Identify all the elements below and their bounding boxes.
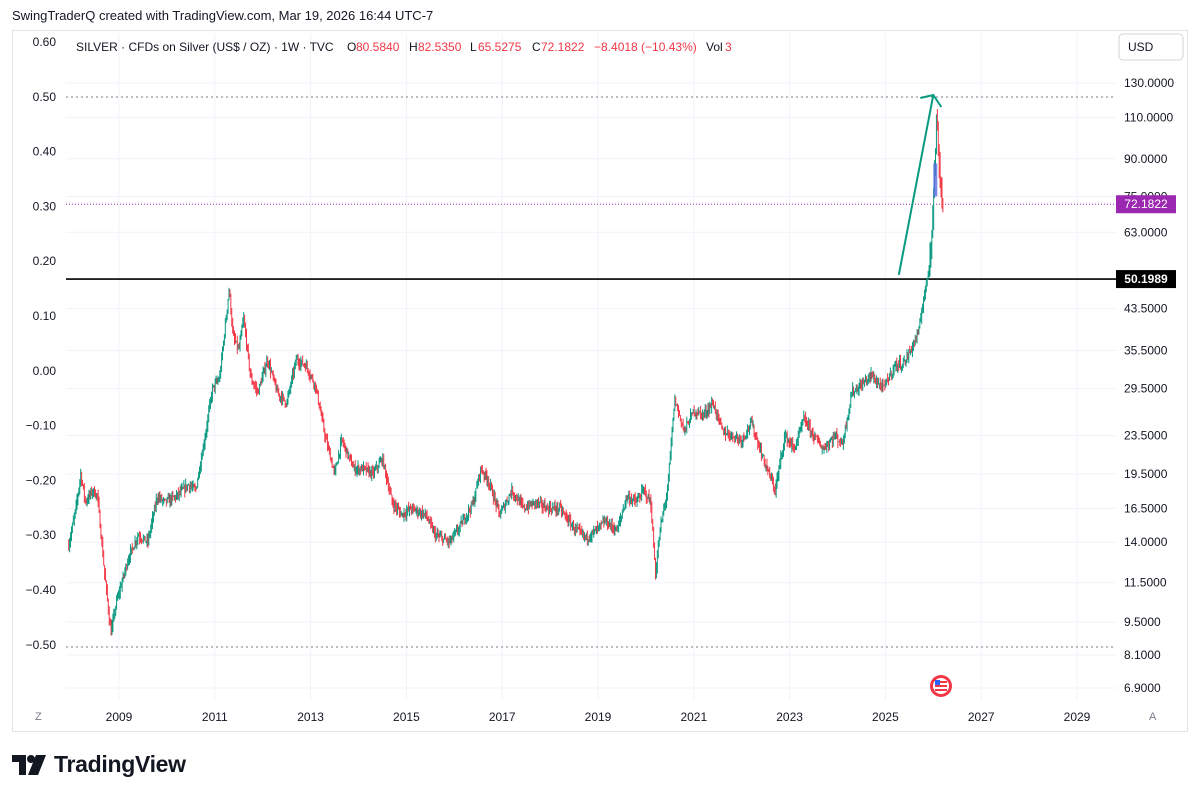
time-tick-label: 2023 — [776, 710, 803, 724]
svg-text:80.5840: 80.5840 — [356, 40, 400, 54]
tradingview-logo-icon — [12, 754, 46, 775]
svg-text:C: C — [532, 40, 541, 54]
left-tick-label: −0.10 — [26, 419, 57, 433]
time-tick-label: 2025 — [872, 710, 899, 724]
legend-symbol: SILVER · CFDs on Silver (US$ / OZ) · 1W … — [76, 40, 334, 54]
price-tick-label: 23.5000 — [1124, 428, 1168, 442]
svg-text:3: 3 — [725, 40, 732, 54]
grid-lines — [66, 34, 1116, 700]
time-tick-label: 2021 — [680, 710, 707, 724]
time-tick-label: 2019 — [585, 710, 612, 724]
left-tick-label: 0.40 — [33, 145, 57, 159]
left-tick-label: −0.50 — [26, 638, 57, 652]
left-tick-label: −0.40 — [26, 583, 57, 597]
auto-scale-button[interactable]: A — [1149, 711, 1157, 723]
trend-arrow-head[interactable] — [920, 93, 943, 108]
svg-text:O: O — [347, 40, 356, 54]
left-axis: 0.60 0.50 0.40 0.30 0.20 0.10 0.00 −0.10 −0.20 −0… — [26, 35, 57, 652]
level-price-tag — [1116, 270, 1176, 289]
left-tick-label: 0.60 — [33, 35, 57, 49]
svg-text:65.5275: 65.5275 — [478, 40, 522, 54]
time-tick-label: 2027 — [968, 710, 995, 724]
price-tick-label: 35.5000 — [1124, 343, 1168, 357]
currency-button[interactable] — [1118, 33, 1184, 61]
trend-arrow-line[interactable] — [897, 94, 935, 276]
left-tick-label: 0.30 — [33, 199, 57, 213]
current-price-tag-text: 72.1822 — [1124, 197, 1168, 211]
time-tick-label: 2015 — [393, 710, 420, 724]
left-tick-label: 0.10 — [33, 309, 57, 323]
price-tick-label: 6.9000 — [1124, 681, 1161, 695]
price-tick-label: 110.0000 — [1124, 110, 1173, 124]
left-tick-label: 0.20 — [33, 254, 57, 268]
current-price-tag — [1116, 195, 1176, 214]
price-tick-label: 130.0000 — [1124, 76, 1174, 90]
left-tick-label: −0.20 — [26, 473, 57, 487]
price-axis: 130.0000110.000090.000075.000063.000043.… — [1116, 76, 1176, 695]
chart-frame — [12, 30, 1188, 732]
left-tick-label: 0.50 — [33, 90, 57, 104]
price-tick-label: 43.5000 — [1124, 302, 1168, 316]
tradingview-logo[interactable]: TradingView — [12, 751, 186, 778]
svg-text:72.1822: 72.1822 — [541, 40, 585, 54]
price-tick-label: 16.5000 — [1124, 501, 1168, 515]
highlight-bar — [933, 163, 938, 197]
svg-text:Vol: Vol — [706, 40, 723, 54]
time-tick-label: 2009 — [106, 710, 133, 724]
tradingview-logo-text: TradingView — [54, 751, 186, 777]
time-tick-label: 2011 — [202, 710, 228, 724]
trend-arrow — [897, 93, 943, 276]
svg-text:L: L — [470, 40, 477, 54]
price-series — [68, 109, 944, 636]
left-tick-label: −0.30 — [26, 528, 57, 542]
svg-text:82.5350: 82.5350 — [418, 40, 462, 54]
price-tick-label: 8.1000 — [1124, 648, 1161, 662]
currency-label: USD — [1128, 40, 1154, 54]
price-tick-label: 29.5000 — [1124, 382, 1168, 396]
svg-text:H: H — [409, 40, 418, 54]
time-tick-label: 2013 — [297, 710, 324, 724]
price-tick-label: 63.0000 — [1124, 225, 1168, 239]
time-tick-label: 2029 — [1064, 710, 1091, 724]
price-tick-label: 14.0000 — [1124, 535, 1168, 549]
legend-ohlc: O 80.5840 H 82.5350 L 65.5275 C 72.1822 … — [347, 40, 732, 54]
price-tick-label: 19.5000 — [1124, 467, 1168, 481]
price-tick-label: 11.5000 — [1124, 576, 1167, 590]
us-flag-icon[interactable] — [930, 675, 952, 697]
price-tick-label: 9.5000 — [1124, 615, 1161, 629]
time-axis: 2009 2011 2013 2015 2017 2019 2021 2023 2025 2027… — [106, 710, 1091, 724]
horizontal-levels — [66, 96, 1116, 648]
timezone-button[interactable]: Z — [35, 711, 42, 723]
time-tick-label: 2017 — [489, 710, 516, 724]
left-tick-label: 0.00 — [33, 364, 57, 378]
price-tick-label: 90.0000 — [1124, 152, 1168, 166]
attribution-header: SwingTraderQ created with TradingView.co… — [12, 8, 434, 23]
svg-text:−8.4018 (−10.43%): −8.4018 (−10.43%) — [594, 40, 697, 54]
level-price-tag-text: 50.1989 — [1124, 272, 1168, 286]
